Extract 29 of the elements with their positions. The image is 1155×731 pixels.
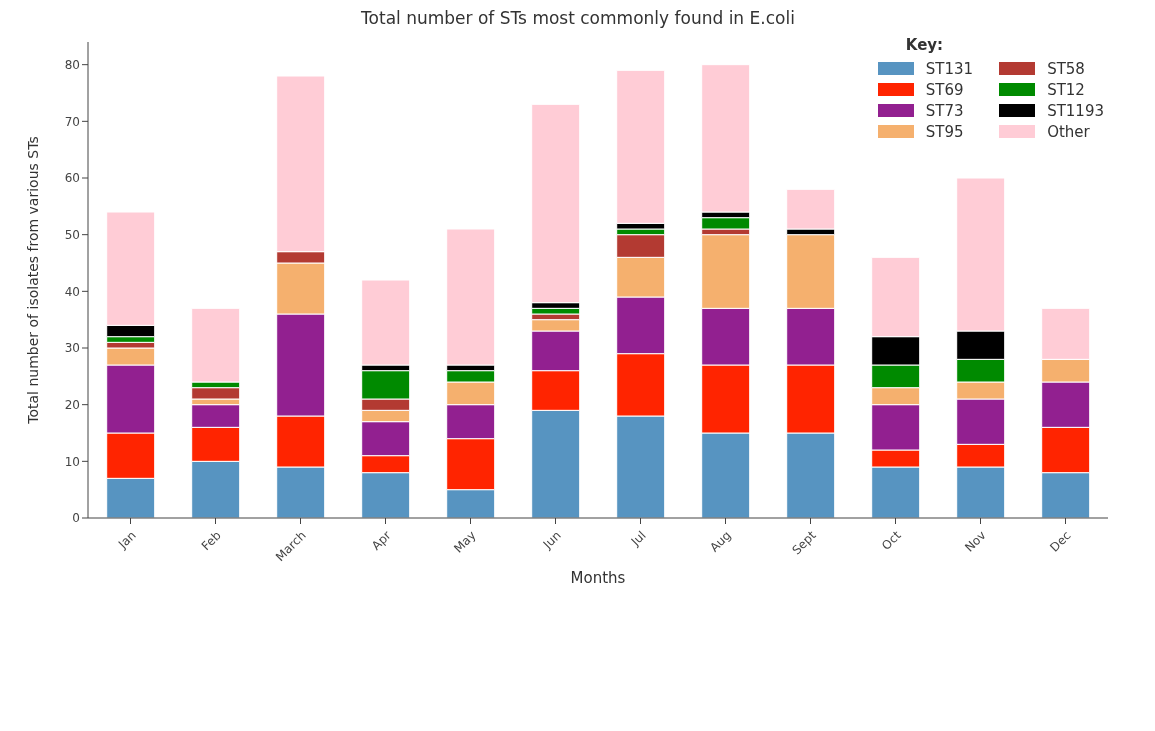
legend-label: ST69 <box>925 80 964 99</box>
y-tick-label: 80 <box>64 57 80 72</box>
y-tick-label: 10 <box>64 454 80 469</box>
legend-label: ST131 <box>925 59 974 78</box>
y-tick-label: 30 <box>64 341 80 356</box>
legend-label: ST73 <box>925 101 964 120</box>
legend-label: Other <box>1047 122 1090 141</box>
y-tick-label: 20 <box>64 397 80 412</box>
x-tick-label: Jul <box>627 528 649 550</box>
y-tick-label: 60 <box>64 171 80 186</box>
legend-label: ST1193 <box>1047 101 1104 120</box>
legend-label: ST58 <box>1047 59 1085 78</box>
x-tick-label: Apr <box>369 528 394 553</box>
x-tick-label: Feb <box>198 528 224 554</box>
x-tick-label: Oct <box>879 528 904 553</box>
x-tick-label: Jun <box>539 528 564 553</box>
x-axis-title: Months <box>570 569 626 587</box>
legend-label: ST95 <box>925 122 964 141</box>
x-tick-label: Jan <box>114 528 139 552</box>
x-tick-label: Dec <box>1047 528 1074 555</box>
legend-label: ST12 <box>1047 80 1085 99</box>
y-tick-label: 50 <box>64 227 80 242</box>
y-tick-label: 40 <box>64 284 80 299</box>
chart-title: Total number of STs most commonly found in E.coli <box>360 8 796 30</box>
y-tick-label: 0 <box>72 511 80 526</box>
legend-title: Key: <box>905 36 945 54</box>
y-axis-title: Total number of isolates from various STs <box>24 136 41 425</box>
y-tick-label: 70 <box>64 114 80 129</box>
x-tick-label: Aug <box>707 528 734 555</box>
